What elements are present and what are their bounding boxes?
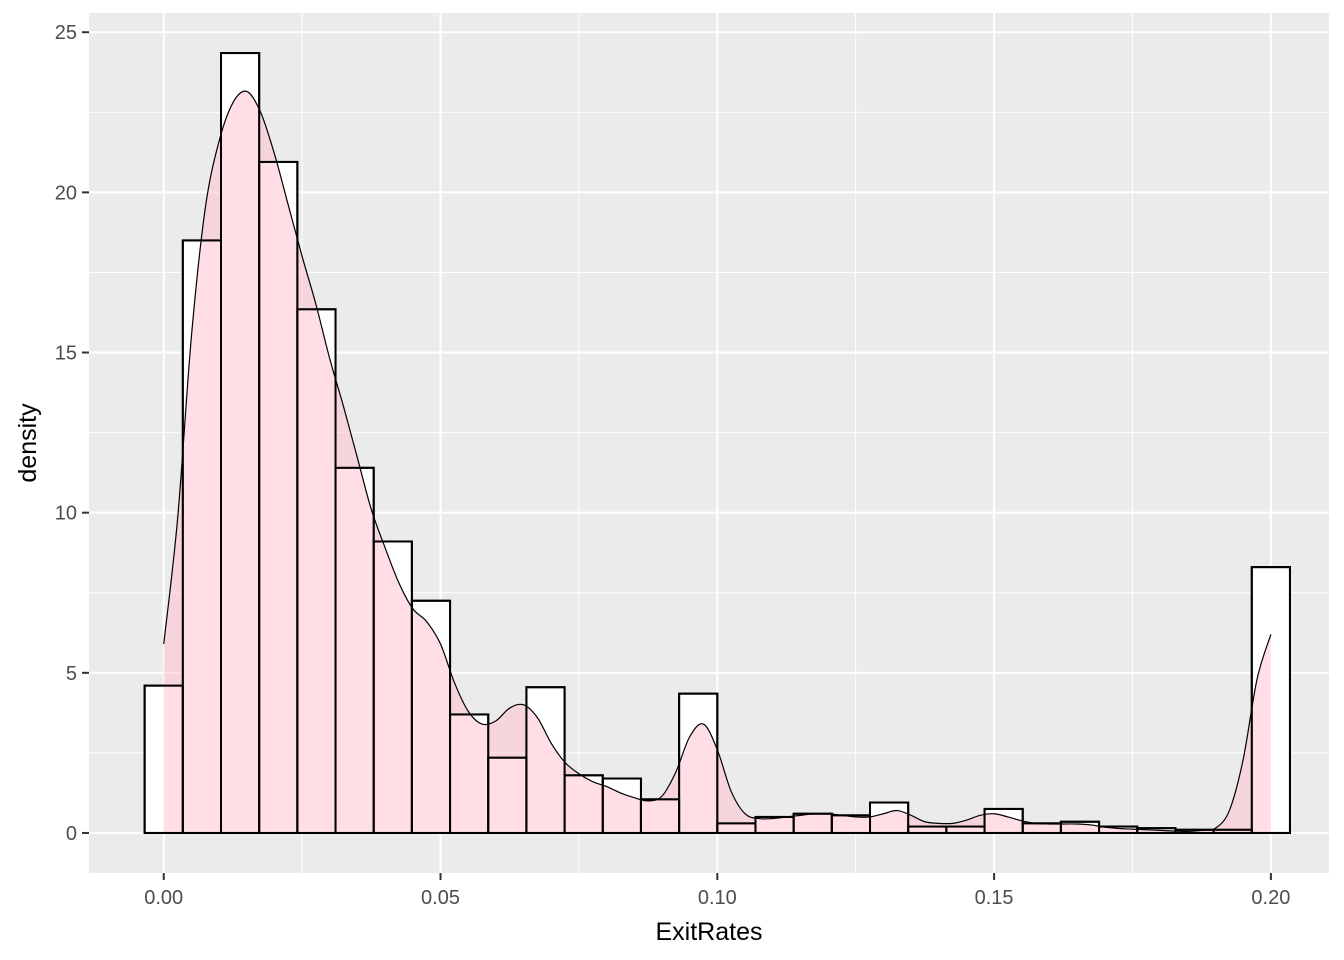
histogram-bar-outline (983, 807, 1024, 834)
histogram-bar-outline (1250, 566, 1291, 834)
x-tick-label: 0.20 (1251, 887, 1290, 909)
y-tick-label: 0 (66, 823, 77, 845)
x-tick-label: 0.05 (421, 887, 460, 909)
y-tick-label: 25 (55, 22, 77, 44)
x-tick-label: 0.10 (698, 887, 737, 909)
x-tick-label: 0.00 (144, 887, 183, 909)
histogram-bar-outlines (143, 52, 1291, 834)
density-line (163, 90, 1272, 832)
histogram-bar-outline (678, 692, 719, 834)
density-curve-layer (163, 90, 1272, 833)
axes: 0.00 0.05 0.10 0.15 0.20 0 5 10 15 20 25 (55, 22, 1291, 909)
x-axis-title: ExitRates (656, 918, 763, 946)
y-tick-label: 15 (55, 343, 77, 365)
y-tick-label: 10 (55, 503, 77, 525)
histogram-bar-outline (869, 801, 910, 834)
y-tick-label: 5 (66, 663, 77, 685)
x-tick-label: 0.15 (975, 887, 1014, 909)
y-tick-label: 20 (55, 182, 77, 204)
histogram-bar-outline (525, 686, 566, 834)
density-area (163, 91, 1271, 833)
y-axis-title: density (14, 403, 42, 483)
